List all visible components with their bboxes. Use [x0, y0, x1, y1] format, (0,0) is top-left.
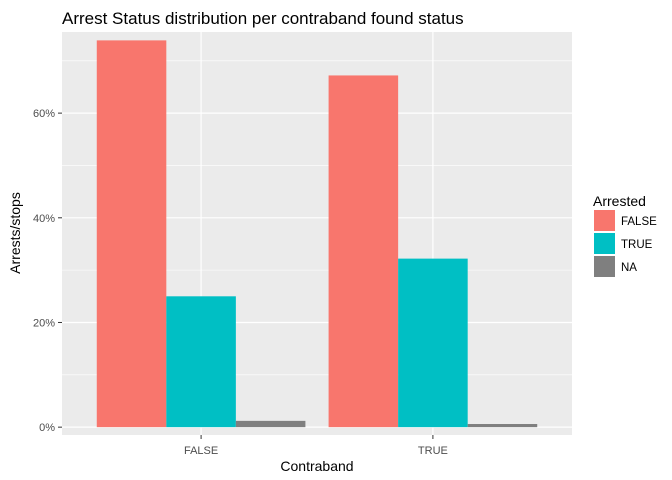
legend-title: Arrested [593, 193, 646, 209]
y-axis: 0% 20% 40% 60% [33, 108, 62, 434]
y-axis-title: Arrests/stops [7, 192, 23, 274]
bar-false-false [96, 40, 167, 428]
x-tick-label: FALSE [184, 445, 218, 457]
legend-key-na [594, 256, 615, 277]
y-tick-label: 20% [33, 317, 55, 329]
legend-key-true [594, 233, 615, 254]
x-axis: FALSE TRUE [184, 435, 448, 457]
bar-false-true [166, 296, 236, 428]
chart-title: Arrest Status distribution per contraban… [62, 9, 464, 28]
bar-false-na [235, 420, 306, 428]
bar-true-true [398, 258, 468, 428]
bar-true-na [467, 424, 538, 428]
y-tick-label: 40% [33, 213, 55, 225]
legend-label-true: TRUE [621, 239, 653, 251]
legend-label-false: FALSE [621, 216, 657, 228]
legend-key-false [594, 210, 615, 231]
y-tick-label: 0% [39, 422, 55, 434]
bars-layer [96, 40, 538, 428]
x-axis-title: Contraband [280, 458, 353, 474]
legend: Arrested FALSE TRUE NA [593, 193, 657, 277]
legend-label-na: NA [621, 262, 637, 274]
y-tick-label: 60% [33, 108, 55, 120]
bar-true-false [328, 75, 399, 428]
x-tick-label: TRUE [418, 445, 448, 457]
